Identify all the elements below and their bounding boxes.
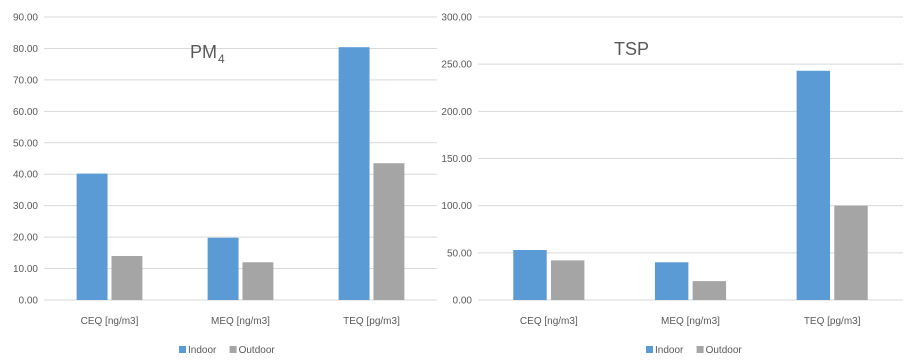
bar-indoor-1 <box>76 173 108 300</box>
y-tick-label: 0.00 <box>19 296 39 307</box>
tsp-chart: 0.00 50.00 100.00 150.00 200.00 250.00 300.00 C… <box>441 13 903 356</box>
pm4-chart: 0.00 10.00 20.00 30.00 40.00 50.00 60.00 70.00 8… <box>13 13 437 356</box>
y-tick-label: 70.00 <box>13 75 38 86</box>
y-tick-label: 100.00 <box>441 201 472 212</box>
bar-indoor-3 <box>338 47 370 300</box>
bar-outdoor-1 <box>550 260 585 300</box>
x-category-label: TEQ [pg/m3] <box>343 316 400 327</box>
bar-outdoor-2 <box>242 262 274 300</box>
y-tick-label: 50.00 <box>13 138 38 149</box>
x-category-label: MEQ [ng/m3] <box>211 316 270 327</box>
y-tick-label: 40.00 <box>13 170 38 181</box>
legend-swatch-outdoor <box>696 346 704 353</box>
y-tick-label: 150.00 <box>441 154 472 165</box>
x-category-label: TEQ [pg/m3] <box>804 316 861 327</box>
bar-indoor-2 <box>654 262 689 300</box>
x-category-label: CEQ [ng/m3] <box>81 316 139 327</box>
y-tick-label: 90.00 <box>13 13 38 24</box>
y-tick-label: 60.00 <box>13 107 38 118</box>
legend-swatch-indoor <box>646 346 653 353</box>
legend-swatch-outdoor <box>229 346 237 353</box>
chart-title: TSP <box>614 39 649 59</box>
y-tick-label: 50.00 <box>447 248 472 259</box>
legend-swatch-indoor <box>179 346 186 353</box>
y-tick-label: 80.00 <box>13 44 38 55</box>
chart-title-subscript: 4 <box>218 52 225 66</box>
y-tick-label: 300.00 <box>441 13 472 24</box>
bar-outdoor-3 <box>373 163 405 300</box>
y-tick-label: 250.00 <box>441 60 472 71</box>
legend-label-outdoor: Outdoor <box>239 345 276 356</box>
y-tick-label: 30.00 <box>13 201 38 212</box>
chart-title: PM4 <box>190 42 225 66</box>
y-tick-label: 20.00 <box>13 233 38 244</box>
x-category-label: MEQ [ng/m3] <box>661 316 720 327</box>
bar-indoor-1 <box>513 250 547 300</box>
legend-label-outdoor: Outdoor <box>706 345 743 356</box>
legend-label-indoor: Indoor <box>188 345 217 356</box>
bar-indoor-3 <box>796 70 831 301</box>
bar-outdoor-2 <box>692 281 727 300</box>
legend-label-indoor: Indoor <box>655 345 684 356</box>
y-tick-label: 0.00 <box>453 296 473 307</box>
y-tick-label: 10.00 <box>13 264 38 275</box>
bar-outdoor-1 <box>111 255 143 300</box>
bar-indoor-2 <box>207 237 239 300</box>
bar-outdoor-3 <box>834 205 868 300</box>
x-category-label: CEQ [ng/m3] <box>520 316 578 327</box>
y-tick-label: 200.00 <box>441 107 472 118</box>
